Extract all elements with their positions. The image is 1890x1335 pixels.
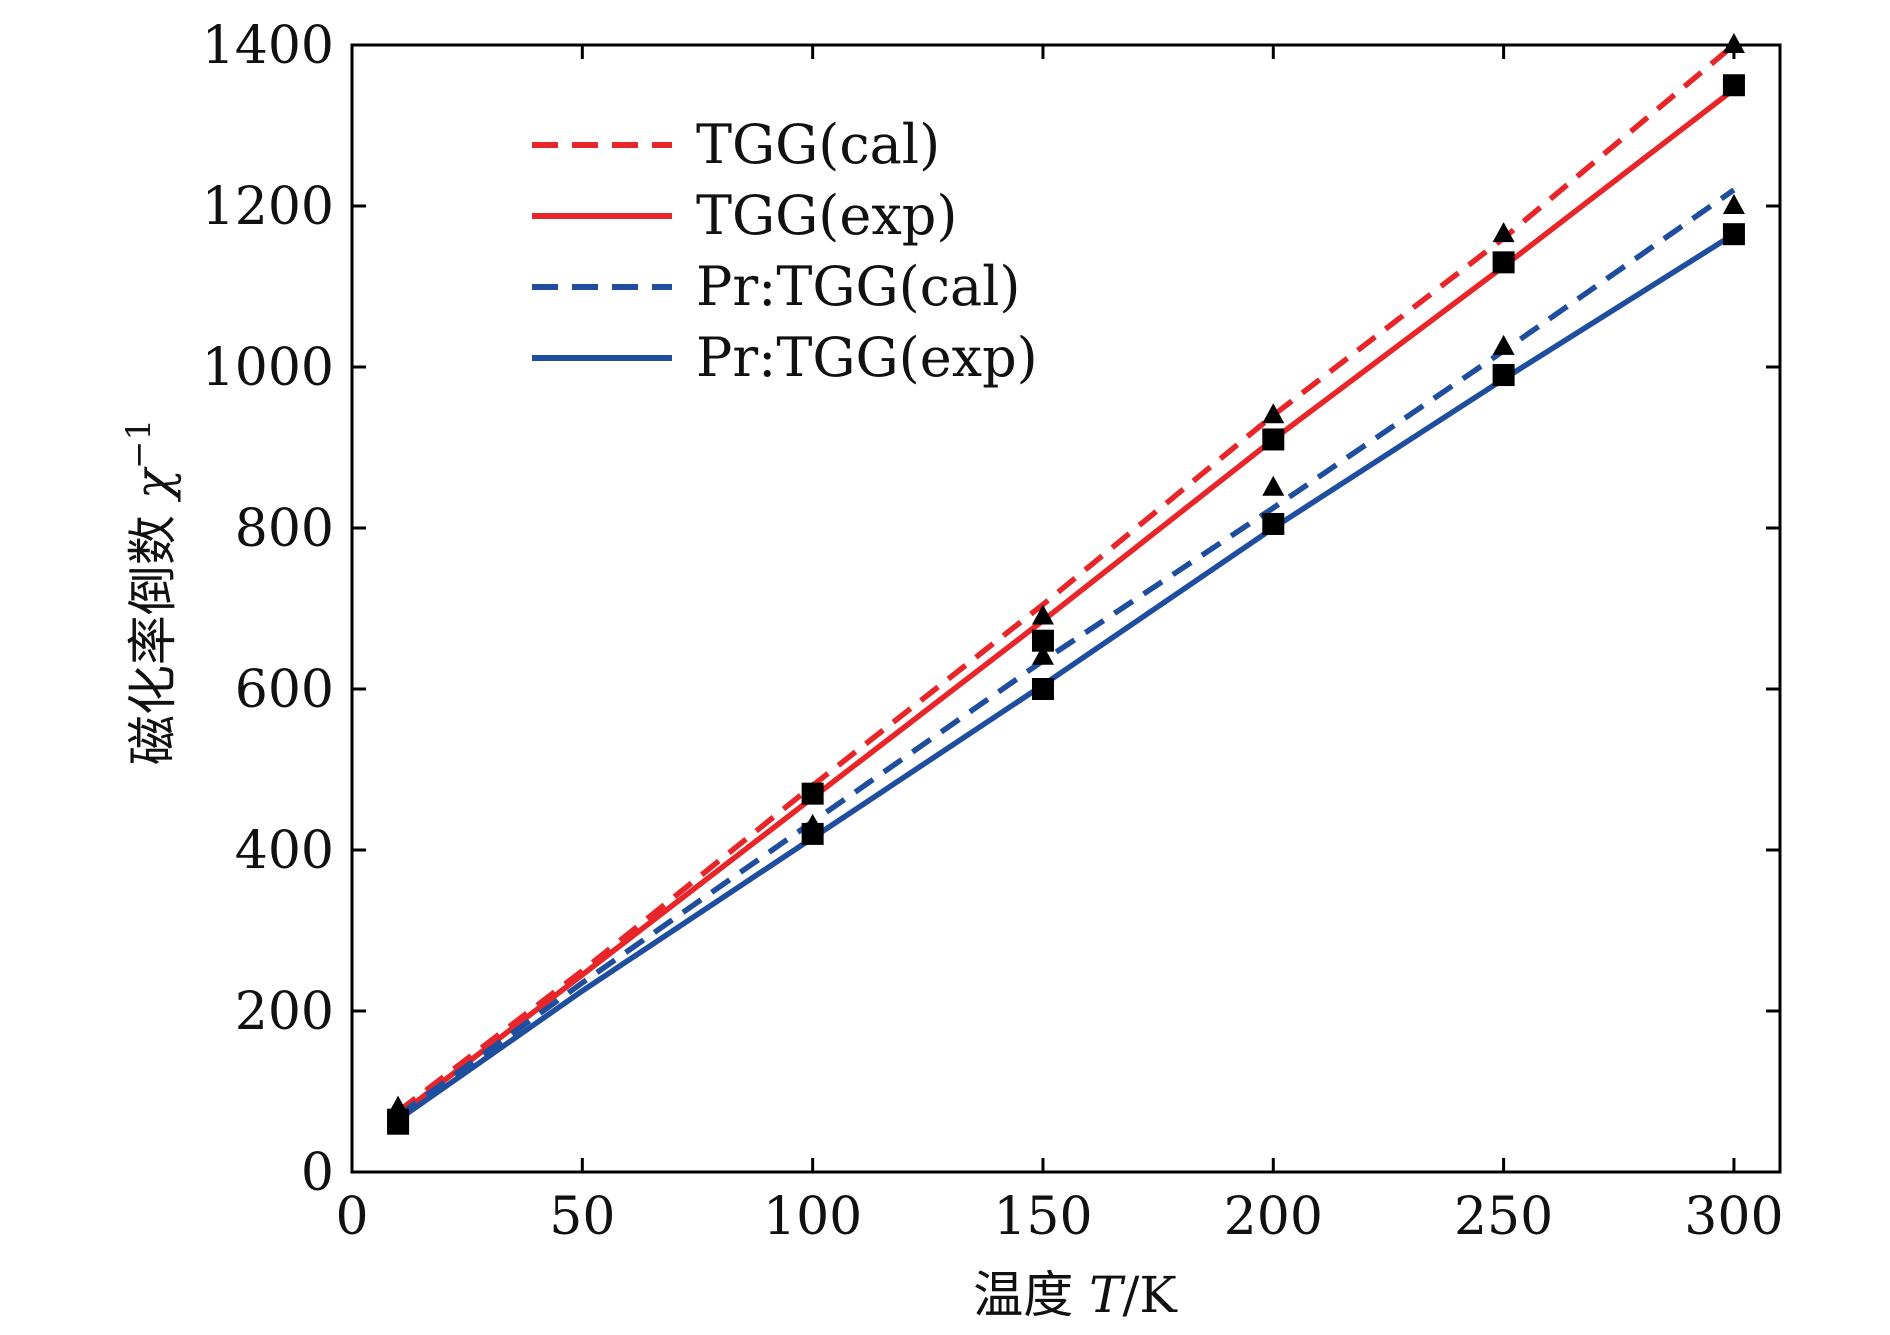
legend-label-3: Pr:TGG(exp): [696, 326, 1038, 389]
square-marker: [1262, 428, 1285, 451]
x-tick-label: 150: [993, 1187, 1092, 1247]
triangle-marker: [1031, 604, 1054, 625]
triangle-marker: [1262, 475, 1285, 496]
square-marker: [801, 782, 824, 805]
triangle-marker: [1722, 194, 1745, 214]
triangle-marker: [1722, 33, 1745, 53]
legend: TGG(cal) TGG(exp) Pr:TGG(cal) Pr:TGG(exp): [532, 113, 1038, 389]
square-marker: [801, 822, 824, 845]
x-axis-title-unit: /K: [1123, 1266, 1179, 1324]
square-marker: [387, 1112, 410, 1135]
y-tick-label: 1400: [202, 16, 334, 76]
triangle-marker: [1492, 334, 1515, 355]
y-tick-label: 600: [235, 660, 334, 720]
y-axis-title-prefix: 磁化率倒数: [124, 499, 182, 765]
y-axis-title-var: χ: [124, 466, 182, 502]
square-marker: [1722, 223, 1745, 246]
x-axis-title-prefix: 温度: [973, 1266, 1089, 1324]
x-tick-label: 300: [1684, 1187, 1783, 1247]
axes: [350, 43, 1782, 1174]
legend-label-2: Pr:TGG(cal): [696, 255, 1020, 318]
plot-markers: [387, 33, 1745, 1135]
x-axis-title-var: T: [1089, 1266, 1126, 1324]
square-marker: [1031, 629, 1054, 652]
y-tick-label: 800: [235, 499, 334, 559]
y-tick-label: 0: [301, 1143, 334, 1203]
x-tick-label: 250: [1454, 1187, 1553, 1247]
y-tick-label: 1000: [202, 338, 334, 398]
square-marker: [1492, 251, 1515, 274]
x-axis-title: 温度 T/K: [973, 1266, 1178, 1324]
square-marker: [1722, 74, 1745, 97]
square-marker: [1031, 678, 1054, 700]
triangle-marker: [1492, 222, 1515, 243]
y-tick-label: 200: [235, 982, 334, 1042]
x-tick-label: 0: [335, 1187, 368, 1247]
y-axis-title: 磁化率倒数 χ−1: [119, 419, 182, 765]
y-tick-label: 400: [235, 821, 334, 881]
square-marker: [1492, 364, 1515, 387]
x-tick-label: 200: [1224, 1187, 1323, 1247]
y-tick-label: 1200: [202, 177, 334, 237]
legend-label-0: TGG(cal): [696, 113, 940, 176]
triangle-marker: [1031, 644, 1054, 665]
y-axis-title-sup: −1: [119, 419, 159, 469]
legend-label-1: TGG(exp): [696, 184, 957, 247]
triangle-marker: [1262, 403, 1285, 424]
x-tick-label: 100: [763, 1187, 862, 1247]
square-marker: [1262, 512, 1285, 535]
plot-frame: [350, 43, 1782, 1174]
tick-labels: 0 50 100 150 200 250 300 0 200 400 600 800 1000 1200 1…: [202, 16, 1784, 1247]
x-tick-label: 50: [549, 1187, 615, 1247]
